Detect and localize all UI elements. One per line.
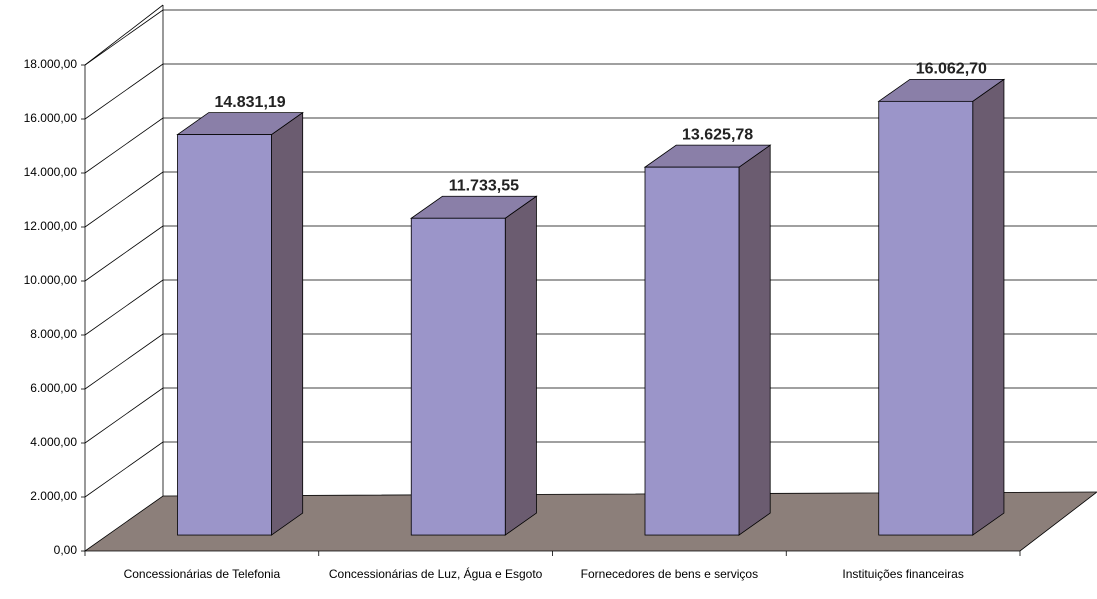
bar: [410, 217, 506, 536]
bar: [644, 166, 740, 536]
y-tick-label: 4.000,00: [30, 435, 77, 449]
bar-side: [271, 111, 304, 536]
y-tick-label: 10.000,00: [24, 273, 78, 287]
y-tick-label: 8.000,00: [30, 327, 77, 341]
x-tick-label: Instituições financeiras: [842, 567, 964, 581]
value-label: 11.733,55: [449, 177, 519, 194]
value-label: 13.625,78: [682, 126, 753, 143]
bar: [878, 100, 974, 536]
y-tick-label: 2.000,00: [30, 489, 77, 503]
grid-line: [84, 279, 164, 336]
wall-top-edge: [84, 4, 164, 66]
bar-side: [504, 195, 537, 536]
x-tick-label: Concessionárias de Luz, Água e Esgoto: [328, 567, 543, 581]
grid-line: [84, 63, 164, 120]
grid-line: [84, 387, 164, 444]
grid-line: [84, 9, 164, 66]
y-tick-label: 6.000,00: [30, 381, 77, 395]
bar-side: [972, 78, 1005, 536]
grid-line: [84, 171, 164, 228]
y-tick-label: 12.000,00: [24, 219, 78, 233]
grid-line: [84, 333, 164, 390]
grid-line: [84, 117, 164, 174]
bar: [177, 134, 272, 536]
y-tick-label: 0,00: [54, 543, 78, 557]
y-tick-label: 18.000,00: [24, 57, 78, 71]
value-label: 16.062,70: [916, 61, 987, 78]
grid-line: [84, 225, 164, 282]
grid-line: [84, 441, 164, 498]
y-tick-label: 16.000,00: [24, 111, 78, 125]
floor: [83, 491, 1097, 552]
x-tick-label: Fornecedores de bens e serviços: [580, 567, 759, 581]
bar-side: [738, 144, 771, 536]
value-label: 14.831,19: [215, 94, 286, 111]
y-tick-label: 14.000,00: [24, 165, 78, 179]
x-tick-label: Concessionárias de Telefonia: [123, 567, 281, 581]
